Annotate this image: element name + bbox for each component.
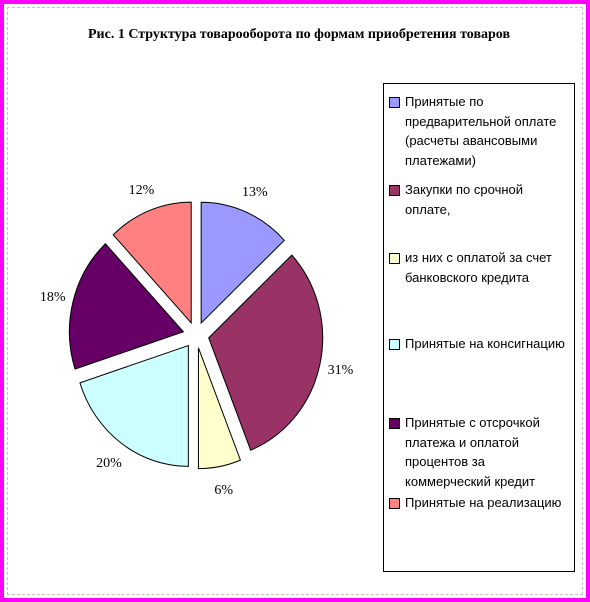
- legend-label-6: Принятые на реализацию: [405, 495, 562, 510]
- pie-slice-3-label: 6%: [214, 483, 233, 498]
- pie-slice-3: [197, 347, 242, 470]
- legend-swatch-1: [389, 97, 400, 108]
- legend-label-2: Закупки по срочной оплате,: [405, 182, 524, 217]
- legend-item-2: Закупки по срочной оплате,: [389, 180, 571, 219]
- pie-chart: 13% 31% 6% 20% 18% 12%: [40, 183, 354, 498]
- pie-slice-2-label: 31%: [328, 363, 354, 378]
- pie-slice-1-label: 13%: [242, 185, 268, 200]
- pie-slice-6: [112, 201, 192, 325]
- legend-label-1: Принятые по предварительной оплате (расч…: [405, 94, 557, 168]
- legend-item-1: Принятые по предварительной оплате (расч…: [389, 92, 571, 170]
- legend-item-6: Принятые на реализацию: [389, 493, 571, 513]
- legend-swatch-6: [389, 498, 400, 509]
- legend-label-4: Принятые на консигнацию: [405, 336, 565, 351]
- legend-swatch-2: [389, 185, 400, 196]
- pie-slice-4-label: 20%: [96, 456, 122, 471]
- legend-item-5: Принятые с отсрочкой платежа и оплатой п…: [389, 413, 571, 491]
- pie-slice-6-label: 12%: [129, 183, 155, 198]
- chart-area: Рис. 1 Структура товарооборота по формам…: [4, 4, 586, 598]
- legend-item-4: Принятые на консигнацию: [389, 334, 571, 354]
- chart-legend: Принятые по предварительной оплате (расч…: [383, 83, 575, 572]
- pie-slice-5-label: 18%: [40, 290, 66, 305]
- legend-swatch-4: [389, 339, 400, 350]
- legend-swatch-3: [389, 253, 400, 264]
- pie-slice-4: [79, 344, 189, 467]
- pie-slice-1: [200, 201, 285, 325]
- pie-slice-5: [68, 242, 185, 370]
- pie-slice-2: [208, 254, 324, 451]
- chart-title: Рис. 1 Структура товарооборота по формам…: [87, 27, 511, 42]
- legend-label-5: Принятые с отсрочкой платежа и оплатой п…: [405, 415, 540, 489]
- legend-swatch-5: [389, 418, 400, 429]
- legend-label-3: из них с оплатой за счет банковского кре…: [405, 250, 552, 285]
- legend-item-3: из них с оплатой за счет банковского кре…: [389, 248, 571, 287]
